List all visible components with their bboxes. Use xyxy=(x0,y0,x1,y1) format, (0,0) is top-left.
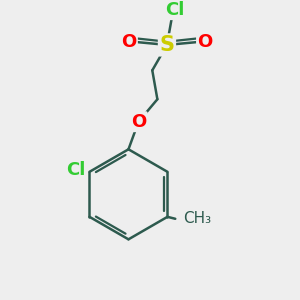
Text: O: O xyxy=(197,33,213,51)
Text: CH₃: CH₃ xyxy=(183,211,211,226)
Text: O: O xyxy=(131,113,146,131)
Text: Cl: Cl xyxy=(66,161,86,179)
Text: Cl: Cl xyxy=(165,1,184,19)
Text: S: S xyxy=(160,35,175,55)
Text: O: O xyxy=(121,33,136,51)
